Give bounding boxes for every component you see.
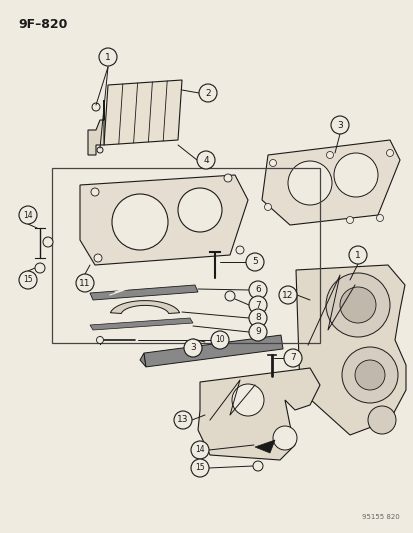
Circle shape <box>190 459 209 477</box>
Circle shape <box>96 336 103 343</box>
Circle shape <box>346 216 353 223</box>
Polygon shape <box>254 440 274 453</box>
Circle shape <box>248 296 266 314</box>
Polygon shape <box>197 368 319 460</box>
Circle shape <box>248 281 266 299</box>
Circle shape <box>354 360 384 390</box>
Text: 7: 7 <box>290 353 295 362</box>
Text: 3: 3 <box>190 343 195 352</box>
Circle shape <box>183 339 202 357</box>
Text: 95155 820: 95155 820 <box>361 514 399 520</box>
Circle shape <box>375 214 382 222</box>
Text: 1: 1 <box>105 52 111 61</box>
Circle shape <box>325 273 389 337</box>
Circle shape <box>76 274 94 292</box>
Polygon shape <box>88 100 104 155</box>
Circle shape <box>333 153 377 197</box>
Circle shape <box>97 147 103 153</box>
Circle shape <box>197 151 214 169</box>
Circle shape <box>367 406 395 434</box>
Text: 15: 15 <box>195 464 204 472</box>
Polygon shape <box>144 335 282 367</box>
Circle shape <box>272 426 296 450</box>
Text: 3: 3 <box>336 120 342 130</box>
Circle shape <box>223 174 231 182</box>
Text: 4: 4 <box>203 156 208 165</box>
Circle shape <box>252 461 262 471</box>
Circle shape <box>190 441 209 459</box>
Bar <box>52 168 319 343</box>
Circle shape <box>91 188 99 196</box>
Text: 14: 14 <box>195 446 204 455</box>
Circle shape <box>112 194 168 250</box>
Text: 13: 13 <box>177 416 188 424</box>
Polygon shape <box>104 80 182 145</box>
Circle shape <box>264 204 271 211</box>
Polygon shape <box>90 318 192 330</box>
Circle shape <box>92 103 100 111</box>
Text: 15: 15 <box>23 276 33 285</box>
Circle shape <box>339 287 375 323</box>
Text: 9: 9 <box>254 327 260 336</box>
Text: 10: 10 <box>215 335 224 344</box>
Circle shape <box>248 323 266 341</box>
Text: 11: 11 <box>79 279 90 287</box>
Circle shape <box>341 347 397 403</box>
Circle shape <box>386 149 392 157</box>
Text: 2: 2 <box>205 88 210 98</box>
Circle shape <box>199 84 216 102</box>
Circle shape <box>269 159 276 166</box>
Text: 5: 5 <box>252 257 257 266</box>
Circle shape <box>94 254 102 262</box>
Circle shape <box>99 48 117 66</box>
Circle shape <box>326 151 333 158</box>
Polygon shape <box>110 301 179 313</box>
Circle shape <box>287 161 331 205</box>
Circle shape <box>19 206 37 224</box>
Text: 8: 8 <box>254 313 260 322</box>
Circle shape <box>178 188 221 232</box>
Polygon shape <box>140 353 146 367</box>
Circle shape <box>278 286 296 304</box>
Polygon shape <box>295 265 405 435</box>
Circle shape <box>173 411 192 429</box>
Circle shape <box>35 263 45 273</box>
Circle shape <box>231 384 263 416</box>
Text: 14: 14 <box>23 211 33 220</box>
Circle shape <box>43 237 53 247</box>
Circle shape <box>211 331 228 349</box>
Text: 12: 12 <box>282 290 293 300</box>
Circle shape <box>224 291 235 301</box>
Circle shape <box>330 116 348 134</box>
Circle shape <box>19 271 37 289</box>
Circle shape <box>235 246 243 254</box>
Text: 9F–820: 9F–820 <box>18 18 67 31</box>
Circle shape <box>245 253 263 271</box>
Polygon shape <box>80 175 247 265</box>
Circle shape <box>248 309 266 327</box>
Polygon shape <box>261 140 399 225</box>
Circle shape <box>348 246 366 264</box>
Text: 6: 6 <box>254 286 260 295</box>
Circle shape <box>283 349 301 367</box>
Polygon shape <box>90 285 197 300</box>
Text: 7: 7 <box>254 301 260 310</box>
Text: 1: 1 <box>354 251 360 260</box>
